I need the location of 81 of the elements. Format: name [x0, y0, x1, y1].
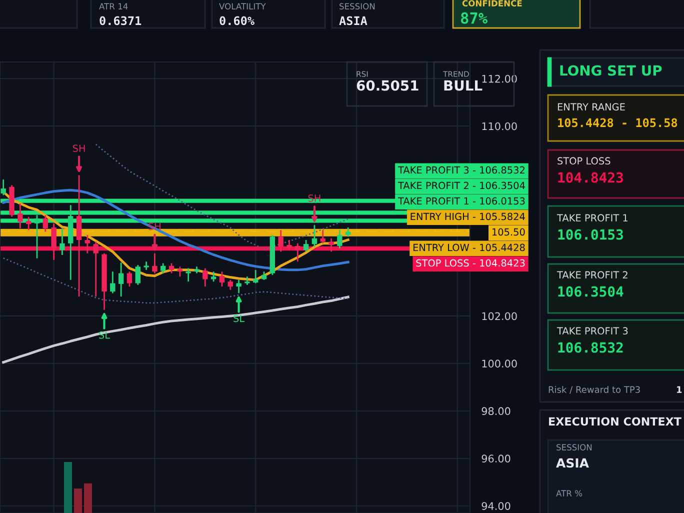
candlestick: [84, 234, 90, 254]
text: SESSION: [340, 3, 375, 10]
ref-line-label: STOP LOSS - 104.8423: [416, 259, 525, 267]
text: ASIA: [556, 458, 589, 468]
ref-line-label: TAKE PROFIT 2 - 106.3504: [398, 182, 525, 190]
text: TAKE PROFIT 2: [556, 271, 628, 279]
ref-line-label: ENTRY HIGH - 105.5824: [410, 212, 525, 220]
candlestick: [303, 239, 309, 252]
candlestick: [345, 226, 351, 238]
candlestick: [110, 270, 116, 294]
candlestick: [76, 174, 82, 298]
candlestick: [42, 214, 48, 232]
candlestick: [337, 229, 342, 250]
text: 106.8532: [558, 342, 623, 353]
text: ATR 14: [99, 3, 128, 10]
candlestick: [135, 264, 140, 286]
y-tick-label: 98.00: [482, 407, 510, 416]
candlestick: [51, 222, 56, 261]
text: 105.4428 - 105.58: [558, 118, 678, 128]
text: TAKE PROFIT 3: [556, 327, 628, 335]
annotation: SL: [234, 314, 245, 322]
candlestick: [18, 202, 23, 230]
annotation: SH: [72, 144, 85, 152]
candlestick: [152, 252, 158, 274]
text: CONFIDENCE: [462, 0, 522, 6]
candlestick: [210, 270, 216, 282]
candlestick: [202, 268, 208, 288]
candlestick: [26, 216, 32, 231]
candlestick: [186, 268, 191, 282]
candlestick: [228, 279, 233, 291]
candlestick: [244, 276, 250, 286]
text: 1: [677, 386, 682, 393]
candlestick: [252, 269, 258, 284]
y-tick-label: 110.00: [482, 122, 517, 130]
text: 104.8423: [558, 172, 623, 183]
ref-line-label: TAKE PROFIT 1 - 106.0153: [398, 197, 525, 205]
candlestick: [278, 229, 284, 252]
y-tick-label: 96.00: [482, 454, 510, 463]
line-series: [2, 257, 349, 304]
candlestick: [0, 178, 6, 196]
candlestick: [219, 270, 225, 288]
text: 0.60%: [220, 16, 254, 26]
text: TAKE PROFIT 1: [556, 214, 628, 222]
text: 106.3504: [558, 286, 624, 297]
text: VOLATILITY: [219, 3, 266, 10]
candlestick: [236, 279, 242, 294]
text: ATR %: [556, 490, 582, 496]
ref-line-label: TAKE PROFIT 3 - 106.8532: [398, 166, 524, 174]
candlestick: [312, 224, 318, 248]
text: 106.0153: [558, 229, 623, 240]
text: 0.6371: [100, 16, 142, 26]
annotation: SL: [99, 331, 110, 339]
ref-line-label: 105.50: [492, 228, 525, 236]
candlestick: [93, 240, 98, 298]
y-tick-label: 112.00: [482, 74, 517, 83]
text: BULL: [444, 80, 482, 91]
text: 87%: [460, 12, 488, 24]
line-series: [2, 296, 350, 364]
text: ASIA: [339, 16, 368, 26]
text: LONG SET UP: [560, 65, 662, 76]
text: SESSION: [556, 444, 592, 450]
line-series: [95, 144, 349, 250]
candlestick: [34, 214, 40, 259]
candlestick: [160, 262, 166, 274]
y-tick-label: 102.00: [482, 312, 517, 320]
text: Risk / Reward to TP3: [548, 386, 640, 394]
candlestick: [328, 238, 334, 252]
y-tick-label: 94.00: [482, 502, 510, 510]
candlestick: [168, 262, 174, 274]
legend-label: ENTRY LOW - 105.4428: [413, 244, 525, 252]
candlestick: [286, 239, 292, 251]
text: STOP LOSS: [558, 157, 610, 165]
text: 60.5051: [356, 80, 418, 91]
candlestick: [118, 262, 124, 298]
y-tick-label: 100.00: [482, 360, 517, 368]
text: EXECUTION CONTEXT: [549, 417, 682, 426]
candlestick: [295, 242, 300, 262]
text: ENTRY RANGE: [558, 103, 625, 111]
candlestick: [177, 266, 183, 278]
candlestick: [126, 270, 132, 288]
candlestick: [60, 228, 65, 256]
